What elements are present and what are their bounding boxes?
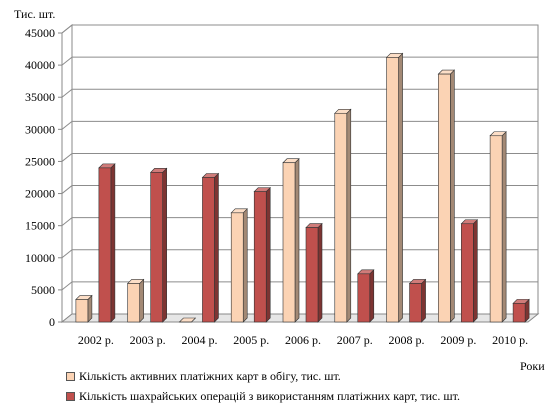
bar-cards bbox=[437, 69, 456, 323]
x-tick-label: 2004 р. bbox=[181, 333, 217, 347]
y-tick-label: 40000 bbox=[25, 58, 55, 72]
x-tick-label: 2007 р. bbox=[337, 333, 373, 347]
bar-cards bbox=[282, 158, 300, 323]
y-tick-label: 25000 bbox=[25, 154, 55, 168]
y-tick-label: 45000 bbox=[25, 26, 55, 40]
y-tick-label: 15000 bbox=[25, 219, 55, 233]
x-tick-label: 2005 р. bbox=[233, 333, 269, 347]
x-tick-label: 2010 р. bbox=[492, 333, 528, 347]
bar-fraud bbox=[98, 163, 116, 323]
legend-swatch-cards bbox=[66, 372, 75, 381]
x-axis-ticks: 2002 р. 2003 р. 2004 р. 2005 р. 2006 р. 2007 … bbox=[78, 333, 528, 347]
bar-fraud bbox=[512, 298, 530, 323]
bar-cards bbox=[126, 278, 145, 323]
y-tick-label: 30000 bbox=[25, 122, 55, 136]
y-tick-label: 20000 bbox=[25, 187, 55, 201]
x-tick-label: 2002 р. bbox=[78, 333, 114, 347]
y-tick-label: 10000 bbox=[25, 251, 55, 265]
y-tick-label: 35000 bbox=[25, 90, 55, 104]
bar-fraud bbox=[408, 278, 427, 323]
gridlines bbox=[58, 24, 538, 323]
bars bbox=[75, 52, 530, 323]
legend-swatch-fraud bbox=[66, 392, 75, 401]
bar-cards bbox=[75, 294, 93, 323]
bar-fraud bbox=[201, 172, 220, 323]
bar-fraud bbox=[460, 219, 479, 323]
legend-item-fraud: Кількість шахрайських операцій з викорис… bbox=[66, 389, 460, 404]
legend-item-cards: Кількість активних платіжних карт в обіг… bbox=[66, 369, 341, 384]
x-axis-label: Роки bbox=[520, 359, 545, 373]
bar-fraud bbox=[305, 222, 323, 323]
x-tick-label: 2003 р. bbox=[130, 333, 166, 347]
bar-fraud bbox=[149, 167, 168, 323]
y-axis-ticks: 0 5000 10000 15000 20000 25000 30000 35000 40000… bbox=[25, 26, 55, 329]
chart-walls bbox=[60, 23, 540, 324]
bar-cards bbox=[178, 317, 197, 323]
x-tick-label: 2008 р. bbox=[389, 333, 425, 347]
y-tick-label: 5000 bbox=[31, 283, 55, 297]
bar-cards bbox=[385, 52, 404, 323]
bar-cards bbox=[230, 208, 248, 323]
bar-fraud bbox=[253, 186, 271, 323]
y-axis-label: Тис. шт. bbox=[14, 7, 55, 21]
legend-label-fraud: Кількість шахрайських операцій з викорис… bbox=[79, 389, 460, 403]
x-tick-label: 2009 р. bbox=[440, 333, 476, 347]
bar-cards bbox=[489, 131, 507, 323]
y-tick-label: 0 bbox=[49, 315, 55, 329]
bar-cards bbox=[334, 108, 352, 323]
bar-fraud bbox=[357, 269, 375, 323]
x-tick-label: 2006 р. bbox=[285, 333, 321, 347]
legend-label-cards: Кількість активних платіжних карт в обіг… bbox=[79, 369, 341, 383]
